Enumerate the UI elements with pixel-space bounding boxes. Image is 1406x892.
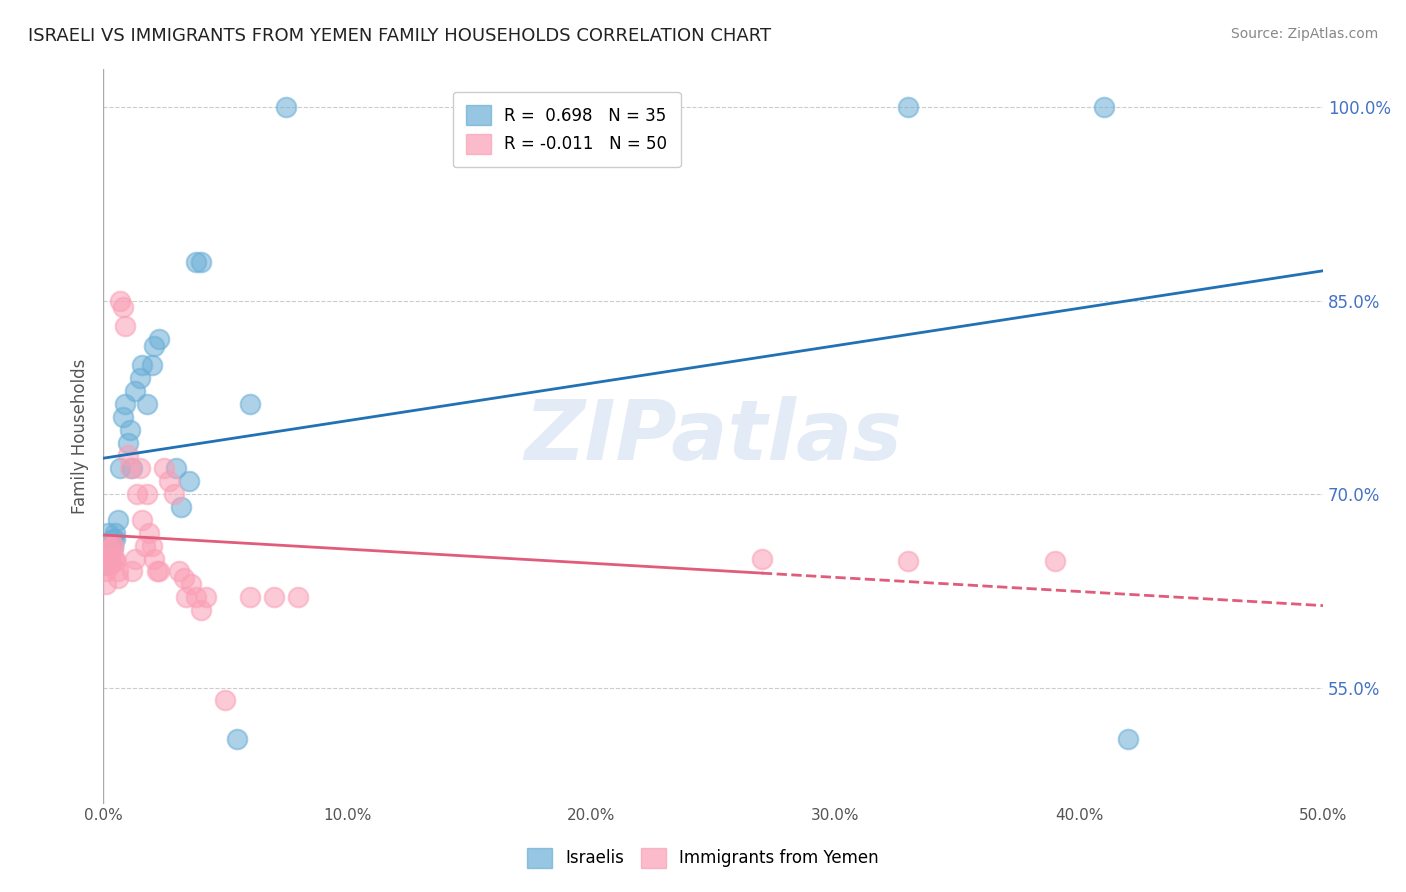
Point [94, 558, 117, 572]
Point [134, 539, 156, 553]
Point [104, 533, 127, 547]
Point [897, 554, 920, 568]
Point [114, 397, 136, 411]
Point [107, 565, 129, 579]
Point [94, 565, 117, 579]
Point [163, 487, 186, 501]
Point [100, 554, 122, 568]
Point [100, 539, 122, 553]
Point [101, 533, 124, 547]
Point [194, 591, 217, 605]
Point [111, 300, 134, 314]
Point [108, 293, 131, 308]
Point [180, 577, 202, 591]
Point [114, 319, 136, 334]
Point [107, 513, 129, 527]
Point [1092, 100, 1115, 114]
Point [118, 423, 141, 437]
Point [148, 332, 170, 346]
Point [97, 525, 120, 540]
Point [97, 551, 120, 566]
Point [897, 100, 920, 114]
Point [118, 461, 141, 475]
Point [131, 358, 153, 372]
Point [136, 487, 159, 501]
Point [108, 461, 131, 475]
Point [94, 551, 117, 566]
Point [101, 551, 124, 566]
Point [165, 461, 187, 475]
Point [157, 474, 180, 488]
Point [124, 384, 146, 398]
Legend: R =  0.698   N = 35, R = -0.011   N = 50: R = 0.698 N = 35, R = -0.011 N = 50 [453, 92, 681, 167]
Point [124, 551, 146, 566]
Point [100, 558, 122, 572]
Point [276, 100, 298, 114]
Point [121, 565, 143, 579]
Point [173, 571, 195, 585]
Point [131, 513, 153, 527]
Point [214, 693, 236, 707]
Point [1116, 732, 1139, 747]
Point [128, 461, 150, 475]
Point [100, 545, 122, 559]
Point [101, 539, 124, 553]
Point [138, 525, 160, 540]
Text: ISRAELI VS IMMIGRANTS FROM YEMEN FAMILY HOUSEHOLDS CORRELATION CHART: ISRAELI VS IMMIGRANTS FROM YEMEN FAMILY … [28, 27, 772, 45]
Point [101, 539, 124, 553]
Point [238, 397, 260, 411]
Point [117, 449, 139, 463]
Point [143, 551, 166, 566]
Y-axis label: Family Households: Family Households [72, 359, 89, 514]
Point [141, 358, 163, 372]
Point [148, 565, 170, 579]
Point [100, 554, 122, 568]
Point [1043, 554, 1066, 568]
Point [190, 255, 212, 269]
Point [97, 554, 120, 568]
Point [143, 339, 166, 353]
Point [107, 571, 129, 585]
Point [127, 487, 149, 501]
Point [238, 591, 260, 605]
Text: Source: ZipAtlas.com: Source: ZipAtlas.com [1230, 27, 1378, 41]
Point [263, 591, 285, 605]
Point [184, 591, 207, 605]
Legend: Israelis, Immigrants from Yemen: Israelis, Immigrants from Yemen [520, 841, 886, 875]
Point [184, 255, 207, 269]
Point [141, 539, 163, 553]
Point [117, 435, 139, 450]
Point [177, 474, 200, 488]
Point [287, 591, 309, 605]
Point [104, 551, 127, 566]
Point [121, 461, 143, 475]
Text: ZIPatlas: ZIPatlas [524, 395, 903, 476]
Point [128, 371, 150, 385]
Point [104, 525, 127, 540]
Point [174, 591, 197, 605]
Point [111, 409, 134, 424]
Point [170, 500, 193, 514]
Point [101, 541, 124, 556]
Point [104, 554, 127, 568]
Point [146, 565, 169, 579]
Point [97, 539, 120, 553]
Point [100, 541, 122, 556]
Point [226, 732, 249, 747]
Point [751, 551, 773, 566]
Point [97, 539, 120, 553]
Point [136, 397, 159, 411]
Point [153, 461, 176, 475]
Point [167, 565, 190, 579]
Point [190, 603, 212, 617]
Point [94, 577, 117, 591]
